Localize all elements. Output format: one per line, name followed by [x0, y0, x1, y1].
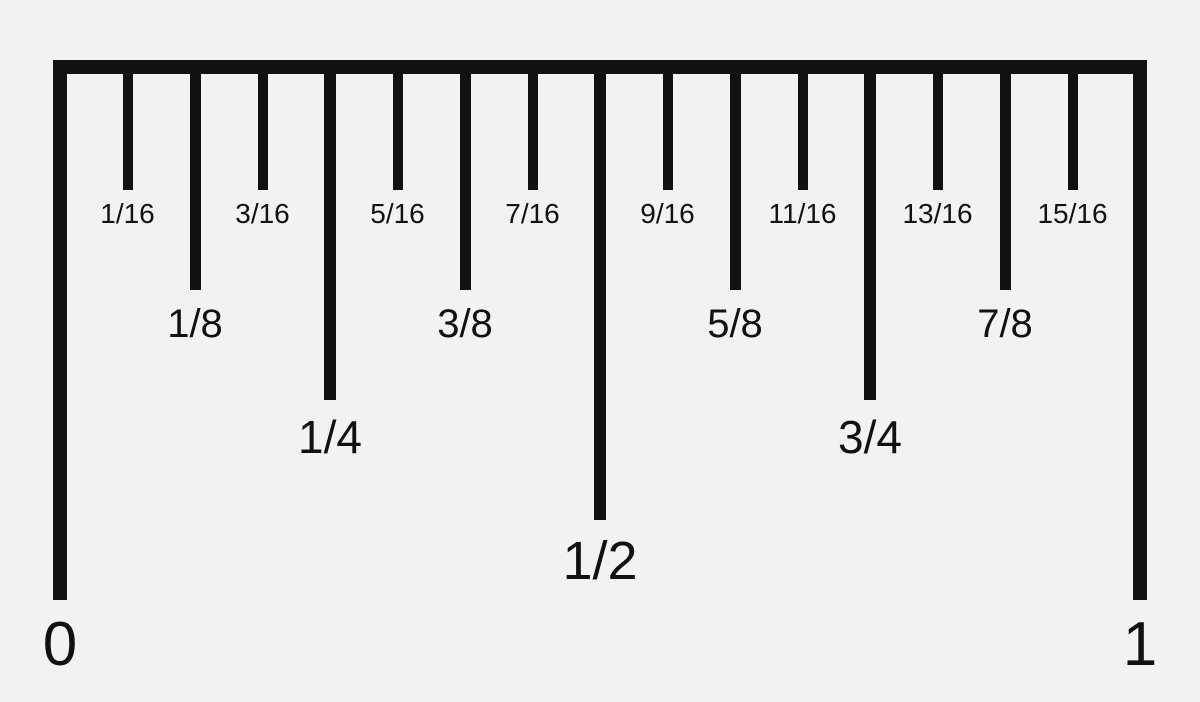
- tick-label-0: 0: [43, 614, 77, 676]
- tick-label-11: 11/16: [769, 200, 837, 228]
- tick-2: [190, 60, 201, 290]
- tick-label-16: 1: [1123, 614, 1157, 676]
- tick-label-9: 9/16: [640, 200, 695, 228]
- tick-3: [258, 60, 268, 190]
- tick-label-8: 1/2: [562, 534, 637, 588]
- tick-label-1: 1/16: [100, 200, 155, 228]
- tick-label-13: 13/16: [902, 200, 972, 228]
- tick-16: [1133, 60, 1147, 600]
- tick-label-10: 5/8: [707, 304, 763, 344]
- tick-14: [1000, 60, 1011, 290]
- tick-label-5: 5/16: [370, 200, 425, 228]
- tick-label-12: 3/4: [838, 414, 902, 460]
- ruler-diagram: 0 1/16 1/8 3/16 1/4 5/16 3/8 7/16 1/2 9/16 5/8 11/1…: [0, 0, 1200, 702]
- tick-label-3: 3/16: [235, 200, 290, 228]
- tick-9: [663, 60, 673, 190]
- tick-1: [123, 60, 133, 190]
- tick-label-14: 7/8: [977, 304, 1033, 344]
- tick-0: [53, 60, 67, 600]
- tick-6: [460, 60, 471, 290]
- tick-7: [528, 60, 538, 190]
- tick-12: [864, 60, 876, 400]
- tick-label-6: 3/8: [437, 304, 493, 344]
- tick-label-4: 1/4: [298, 414, 362, 460]
- tick-label-2: 1/8: [167, 304, 223, 344]
- tick-13: [933, 60, 943, 190]
- tick-11: [798, 60, 808, 190]
- tick-10: [730, 60, 741, 290]
- tick-15: [1068, 60, 1078, 190]
- tick-label-15: 15/16: [1037, 200, 1107, 228]
- tick-label-7: 7/16: [505, 200, 560, 228]
- tick-5: [393, 60, 403, 190]
- tick-4: [324, 60, 336, 400]
- tick-8: [594, 60, 606, 520]
